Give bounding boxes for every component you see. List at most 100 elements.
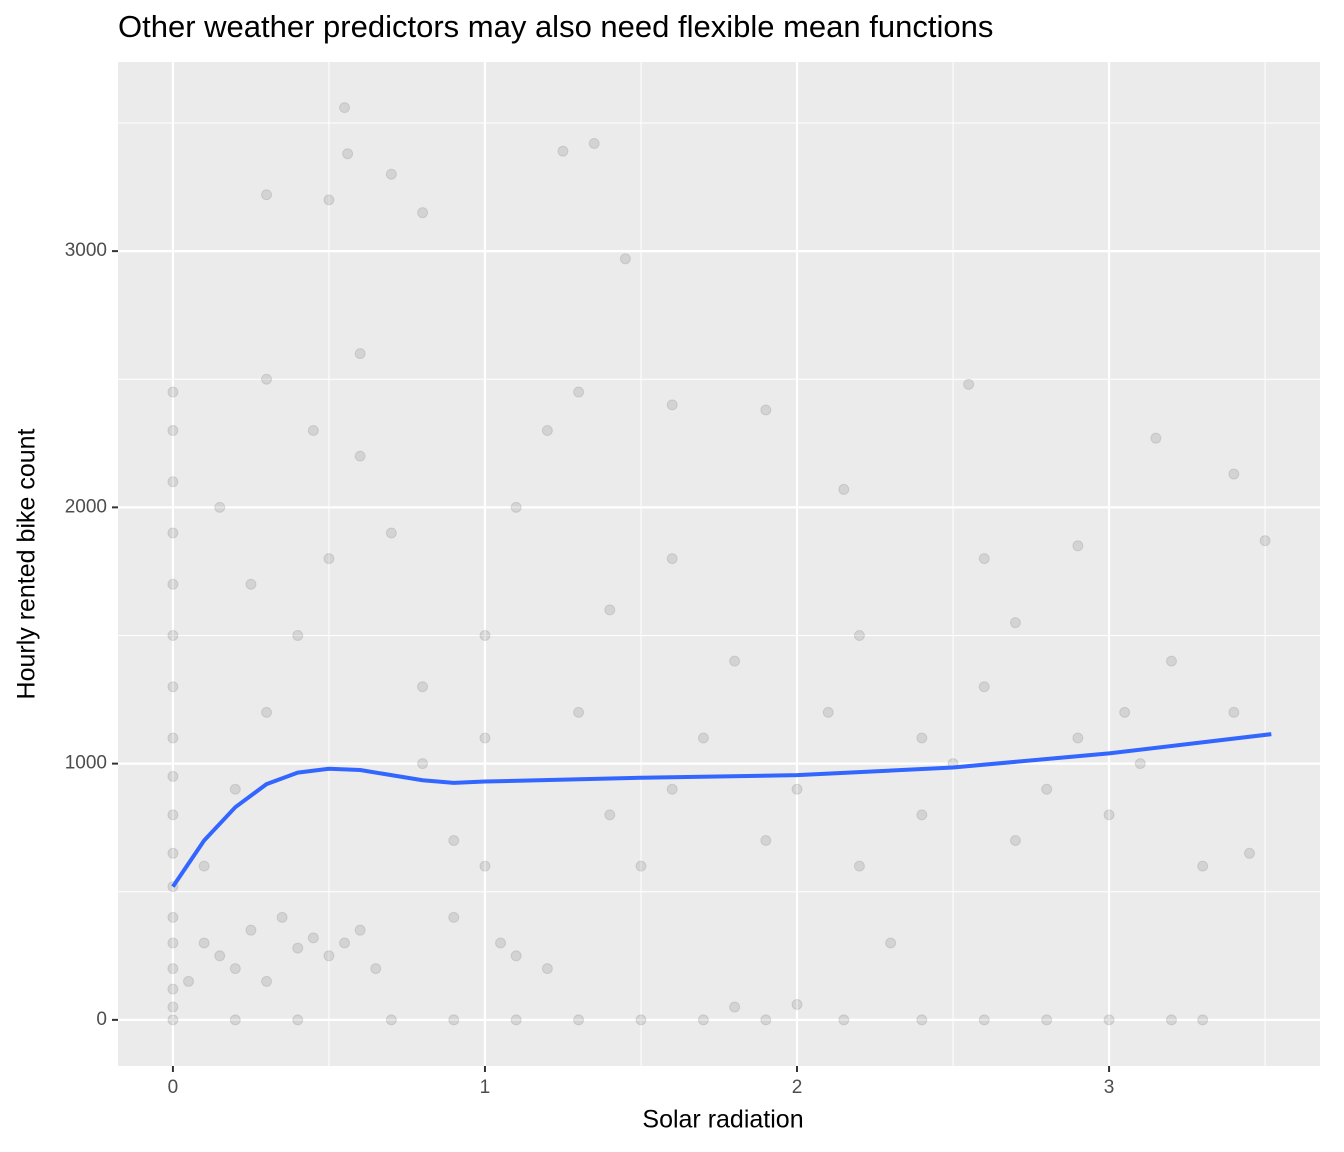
panel	[118, 62, 1320, 1066]
point	[588, 137, 600, 149]
x-tick-label: 1	[480, 1077, 491, 1098]
point	[760, 1014, 772, 1026]
point	[791, 998, 803, 1010]
point	[448, 834, 460, 846]
point	[619, 253, 631, 265]
point	[229, 783, 241, 795]
point	[448, 911, 460, 923]
point	[510, 501, 522, 513]
point	[261, 706, 273, 718]
point	[1165, 655, 1177, 667]
point	[245, 924, 257, 936]
point	[339, 937, 351, 949]
point	[963, 378, 975, 390]
point	[292, 1014, 304, 1026]
point	[342, 148, 354, 160]
point	[261, 189, 273, 201]
point	[479, 732, 491, 744]
point	[370, 963, 382, 975]
point	[510, 950, 522, 962]
point	[1197, 1014, 1209, 1026]
point	[510, 1014, 522, 1026]
point	[916, 809, 928, 821]
point	[167, 732, 179, 744]
point	[261, 975, 273, 987]
point	[1009, 617, 1021, 629]
point	[1134, 758, 1146, 770]
point	[978, 681, 990, 693]
point	[760, 404, 772, 416]
smooth-line	[171, 732, 1272, 888]
point	[417, 758, 429, 770]
y-axis-label: Hourly rented bike count	[13, 428, 41, 699]
x-axis-label: Solar radiation	[642, 1106, 803, 1134]
y-tick-label: 1000	[65, 753, 107, 774]
y-tick-label: 3000	[65, 240, 107, 261]
point	[838, 1014, 850, 1026]
point	[276, 911, 288, 923]
point	[697, 1014, 709, 1026]
point	[354, 924, 366, 936]
point	[167, 911, 179, 923]
chart-title: Other weather predictors may also need f…	[118, 9, 993, 44]
point	[853, 860, 865, 872]
point	[978, 1014, 990, 1026]
point	[1197, 860, 1209, 872]
point	[167, 1001, 179, 1013]
x-tick-label: 3	[1104, 1077, 1115, 1098]
point	[385, 527, 397, 539]
point	[479, 860, 491, 872]
point	[697, 732, 709, 744]
point	[838, 483, 850, 495]
point	[385, 168, 397, 180]
point	[167, 386, 179, 398]
point	[1228, 706, 1240, 718]
point	[541, 963, 553, 975]
point	[229, 963, 241, 975]
point	[1103, 1014, 1115, 1026]
point	[167, 809, 179, 821]
point	[853, 629, 865, 641]
point	[791, 783, 803, 795]
point	[573, 706, 585, 718]
point	[557, 145, 569, 157]
point	[541, 424, 553, 436]
point	[729, 1001, 741, 1013]
point	[354, 348, 366, 360]
point	[635, 1014, 647, 1026]
point	[292, 629, 304, 641]
point	[916, 1014, 928, 1026]
point	[198, 937, 210, 949]
point	[760, 834, 772, 846]
point	[417, 207, 429, 219]
point	[916, 732, 928, 744]
point	[307, 932, 319, 944]
point	[1228, 468, 1240, 480]
point	[323, 950, 335, 962]
point	[978, 553, 990, 565]
point	[354, 450, 366, 462]
point	[1072, 732, 1084, 744]
point	[666, 399, 678, 411]
point	[167, 963, 179, 975]
point	[417, 681, 429, 693]
point	[1072, 540, 1084, 552]
point	[261, 373, 273, 385]
point	[183, 975, 195, 987]
point	[198, 860, 210, 872]
point	[167, 578, 179, 590]
point	[1041, 783, 1053, 795]
point	[1259, 535, 1271, 547]
point	[573, 1014, 585, 1026]
point	[214, 950, 226, 962]
point	[1150, 432, 1162, 444]
point	[666, 783, 678, 795]
point	[1119, 706, 1131, 718]
point	[885, 937, 897, 949]
point	[167, 770, 179, 782]
point	[666, 553, 678, 565]
x-tick-label: 0	[168, 1077, 179, 1098]
point	[214, 501, 226, 513]
point	[339, 102, 351, 114]
point	[1243, 847, 1255, 859]
